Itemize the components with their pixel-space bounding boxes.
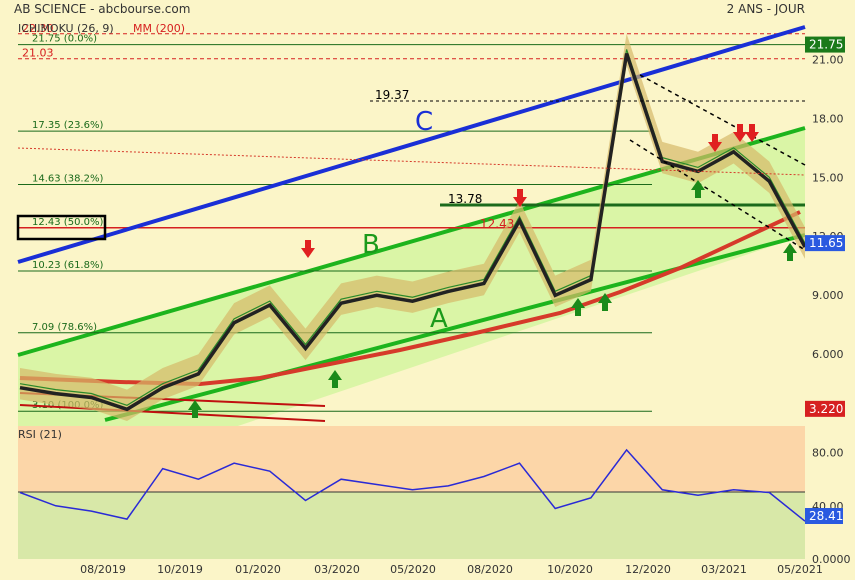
dashed-mid-red [17, 147, 806, 176]
fib-label: 7.09 (78.6%) [32, 322, 97, 333]
rsi-line [19, 448, 806, 522]
price-badge-label: 11.65 [809, 236, 843, 250]
down-arrow [708, 134, 722, 152]
up-arrow [328, 370, 342, 388]
legend-mm: MM (200) [133, 22, 185, 35]
fib-label: 10.23 (61.8%) [32, 260, 103, 271]
fib-label: 12.43 (50.0%) [32, 217, 103, 228]
price-tick-label: 21.00 [812, 53, 844, 66]
red-level-label: 21.03 [22, 47, 54, 60]
rsi-tick-label: 0.0000 [812, 553, 851, 566]
ichimoku-cloud [20, 33, 805, 422]
date-tick-label: 08/2019 [80, 563, 126, 576]
chart-title: AB SCIENCE - abcbourse.com [14, 2, 190, 16]
down-arrow [733, 124, 747, 142]
date-tick-label: 05/2020 [390, 563, 436, 576]
label-c: C [415, 107, 433, 137]
support-red-2 [19, 404, 326, 422]
legend-ichimoku: ICHIMOKU (26, 9) [18, 22, 114, 35]
date-tick-label: 10/2020 [547, 563, 593, 576]
label-b: B [362, 230, 380, 260]
date-tick-label: 10/2019 [157, 563, 203, 576]
date-tick-label: 05/2021 [777, 563, 823, 576]
down-arrow [745, 124, 759, 142]
date-tick-label: 03/2021 [701, 563, 747, 576]
rsi-title: RSI (21) [18, 428, 62, 441]
up-arrow [691, 180, 705, 198]
date-tick-label: 01/2020 [235, 563, 281, 576]
label-a: A [430, 304, 448, 334]
up-arrow [598, 293, 612, 311]
trendline-c [17, 25, 806, 264]
price-badge [805, 36, 845, 53]
down-arrow [301, 240, 315, 258]
level-19-37-label: 19.37 [375, 88, 409, 102]
up-arrow [783, 243, 797, 261]
price-tick-label: 9.000 [812, 289, 844, 302]
date-tick-label: 08/2020 [467, 563, 513, 576]
ichimoku-kijun-line [19, 52, 807, 412]
level-13-78-label: 13.78 [448, 192, 482, 206]
price-badges: 21.75 11.65 3.220 [805, 36, 845, 417]
level-12-43-label: 12.43 [480, 217, 514, 231]
rsi-panel-upper [18, 426, 805, 492]
fib-label: 14.63 (38.2%) [32, 174, 103, 185]
price-badge [805, 235, 845, 252]
date-axis: 08/2019 10/2019 01/2020 03/2020 05/2020 08/20… [80, 563, 823, 576]
dashed-trend-lower [629, 139, 806, 251]
date-tick-label: 12/2020 [625, 563, 671, 576]
fib-label: 17.35 (23.6%) [32, 120, 103, 131]
price-candles [19, 49, 806, 406]
date-tick-label: 03/2020 [314, 563, 360, 576]
highlight-box-50 [16, 214, 107, 241]
rsi-badge-text: 28.41 [809, 509, 843, 523]
chart-period: 2 ANS - JOUR [727, 2, 805, 16]
price-badge-label: 3.220 [809, 402, 843, 416]
price-badge [805, 400, 845, 417]
price-badge-label: 21.75 [809, 38, 843, 52]
channel-fill [18, 128, 805, 500]
rsi-badge [805, 508, 843, 524]
fibonacci-levels: 21.75 (0.0%) 17.35 (23.6%) 14.63 (38.2%) 12… [18, 22, 805, 412]
up-arrow [571, 298, 585, 316]
price-tick-label: 6.000 [812, 348, 844, 361]
down-arrow [513, 189, 527, 207]
rsi-tick-label: 80.00 [812, 447, 844, 460]
up-arrow [188, 400, 202, 418]
signal-arrows [188, 124, 797, 418]
fib-label: 21.75 (0.0%) [32, 34, 97, 45]
price-tick-label: 18.00 [812, 112, 844, 125]
price-tick-label: 15.00 [812, 171, 844, 184]
rsi-panel-lower [18, 492, 805, 559]
red-level-label: 22.30 [22, 22, 54, 35]
